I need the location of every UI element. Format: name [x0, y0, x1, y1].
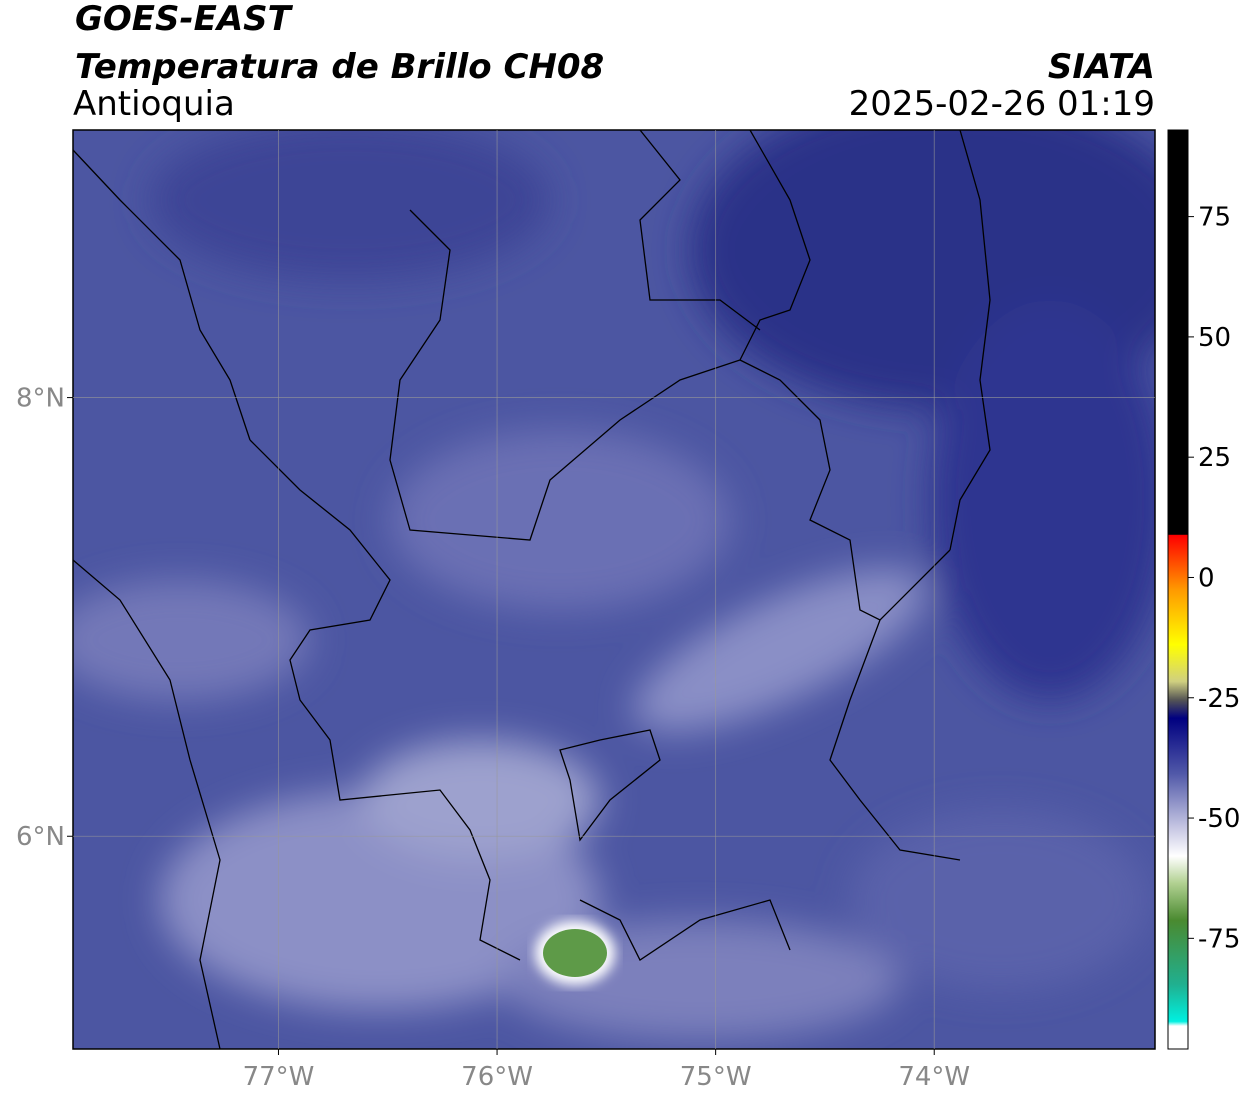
x-tick-label: 76°W	[461, 1062, 533, 1092]
colorbar-tick-label: 0	[1198, 563, 1215, 593]
colorbar	[1167, 129, 1189, 1050]
x-tick-label: 74°W	[898, 1062, 970, 1092]
x-tick-label: 77°W	[243, 1062, 315, 1092]
region: Antioquia	[73, 84, 235, 124]
colorbar-tick-label: 75	[1198, 203, 1231, 233]
y-tick-label: 8°N	[16, 384, 65, 414]
colorbar-tick-label: -50	[1198, 804, 1240, 834]
datetime: 2025-02-26 01:19	[849, 84, 1155, 124]
title: Temperatura de Brillo CH08	[75, 47, 604, 87]
colorbar-tick-label: -75	[1198, 924, 1240, 954]
colorbar-tick-label: 25	[1198, 443, 1231, 473]
colorbar-tick-label: 50	[1198, 323, 1231, 353]
map-frame	[72, 129, 1156, 1050]
satellite-image	[73, 130, 1155, 1049]
y-tick-label: 6°N	[16, 822, 65, 852]
source: SIATA	[1048, 47, 1155, 87]
header-line: GOES-EAST	[75, 0, 294, 39]
x-tick-label: 75°W	[680, 1062, 752, 1092]
colorbar-tick-label: -25	[1198, 684, 1240, 714]
